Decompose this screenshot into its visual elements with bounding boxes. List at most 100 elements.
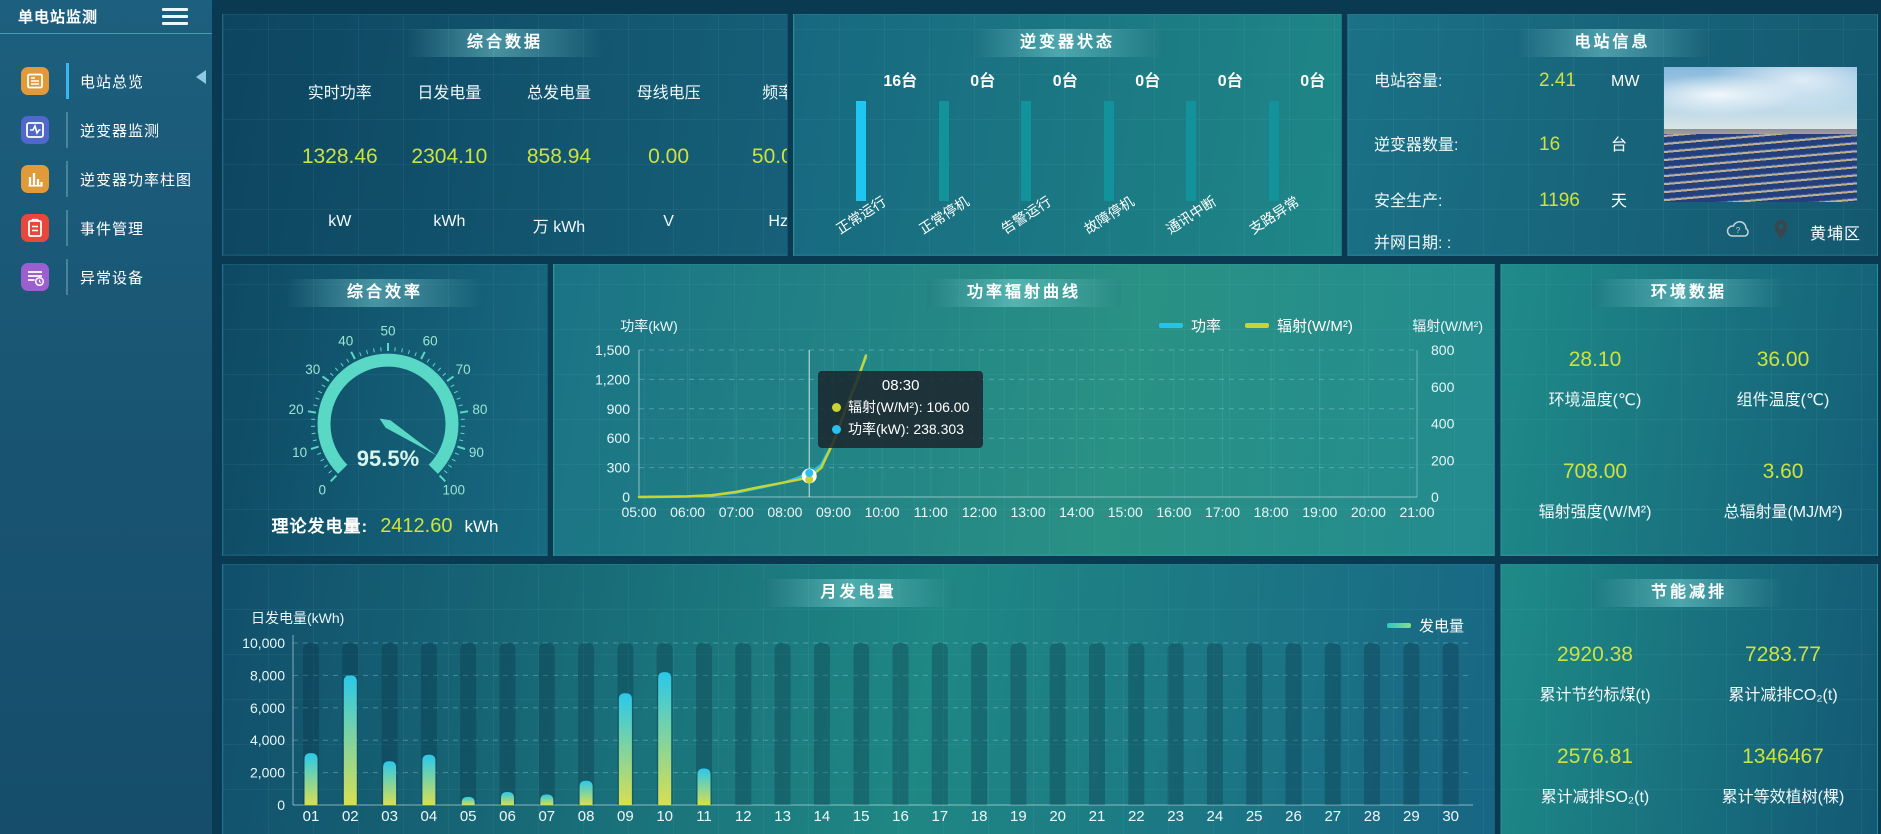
inverter-status-bar <box>1268 101 1279 201</box>
station-info-row: 电站容量: 2.41 MW <box>1374 67 1639 92</box>
collapse-panel-arrow-icon[interactable] <box>196 70 206 84</box>
legend-item[interactable]: 辐射(W/M²) <box>1245 315 1353 336</box>
sidebar-header: 单电站监测 <box>0 0 212 34</box>
power-radiation-chart[interactable]: 0 300 600 900 1,200 1,500 0 200 400 600 800 05:00 06… <box>554 265 1494 555</box>
inverter-status-item[interactable]: 0台 告警运行 <box>987 55 1077 251</box>
inverter-status-item[interactable]: 0台 通讯中断 <box>1152 55 1242 251</box>
legend-item[interactable]: 功率 <box>1159 315 1221 336</box>
panel-station-info: 电站信息 电站容量: 2.41 MW 逆变器数量: 16 台安全生产: 1196 天并网日期:… <box>1347 14 1878 256</box>
svg-text:6,000: 6,000 <box>250 700 285 716</box>
sidebar-item-divider <box>66 210 68 246</box>
svg-text:20: 20 <box>1049 808 1066 825</box>
stat-label: 累计节约标煤(t) <box>1539 687 1651 704</box>
svg-text:200: 200 <box>1431 452 1455 468</box>
sidebar-item-1[interactable]: 电站总览 <box>0 61 212 101</box>
svg-text:10:00: 10:00 <box>865 504 900 520</box>
sidebar-item-label: 电站总览 <box>80 73 145 91</box>
panel-efficiency: 综合效率 0 10 20 30 40 50 60 70 80 90 100 95.5% 理论发电量: … <box>222 264 548 556</box>
svg-text:10,000: 10,000 <box>242 635 285 651</box>
sidebar-item-divider <box>66 259 68 295</box>
sidebar-item-4[interactable]: 事件管理 <box>0 208 212 248</box>
monthly-generation-chart[interactable]: 0 2,000 4,000 6,000 8,000 10,000 日发电量(kWh) 01 02… <box>223 565 1494 834</box>
inverter-status-item[interactable]: 0台 故障停机 <box>1070 55 1160 251</box>
stat-value: 708.00 <box>1562 460 1628 483</box>
energy-saving-stats: 2920.38 累计节约标煤(t) 7283.77 累计减排CO₂(t) 2576.81… <box>1501 623 1877 827</box>
panel-inverter-status: 逆变器状态 16台 正常运行 0台 正常停机 0台 告警运行 0台 故障停机 0台 通讯中断 0台支… <box>793 14 1342 256</box>
svg-text:17: 17 <box>931 808 948 825</box>
svg-text:11: 11 <box>696 808 712 825</box>
station-info-value: 1196 <box>1539 190 1580 211</box>
sidebar-item-5[interactable]: 异常设备 <box>0 257 212 297</box>
panel-summary-data: 综合数据 实时功率 1328.46 kW 日发电量 2304.10 kWh 总发电量 858.… <box>222 14 788 256</box>
svg-text:0: 0 <box>318 482 326 497</box>
svg-text:600: 600 <box>607 430 631 446</box>
line-chart-legend[interactable]: 功率 辐射(W/M²) <box>1159 315 1353 336</box>
stat-label: 累计等效植树(棵) <box>1721 789 1845 806</box>
menu-toggle-icon[interactable] <box>160 2 190 31</box>
energy-saving-stat: 2576.81 累计减排SO₂(t) <box>1501 725 1689 827</box>
stat-unit: 万 kWh <box>532 219 586 236</box>
tooltip-row: 功率(kW): 238.303 <box>832 418 969 440</box>
location-name[interactable]: 黄埔区 <box>1809 225 1861 243</box>
panel-title-monthly: 月发电量 <box>761 579 956 607</box>
svg-text:03: 03 <box>381 808 398 825</box>
inverter-count: 0台 <box>970 73 996 90</box>
svg-text:01: 01 <box>303 808 320 825</box>
svg-text:30: 30 <box>1442 808 1459 825</box>
svg-text:22: 22 <box>1128 808 1145 825</box>
svg-text:13:00: 13:00 <box>1010 504 1045 520</box>
stat-value: 1346467 <box>1742 745 1824 768</box>
theoretical-generation-value: 2412.60 <box>380 515 453 537</box>
bar-chart-legend[interactable]: 发电量 <box>1386 615 1464 636</box>
station-info-label: 逆变器数量: <box>1374 137 1459 154</box>
station-info-value: 16 <box>1539 134 1561 155</box>
svg-text:0: 0 <box>622 489 630 505</box>
environment-stat: 3.60 总辐射量(MJ/M²) <box>1689 435 1877 547</box>
sidebar-item-divider <box>66 112 68 148</box>
stat-label: 辐射强度(W/M²) <box>1538 504 1652 521</box>
station-info-row: 并网日期: : <box>1374 229 1611 253</box>
svg-text:0: 0 <box>277 797 285 813</box>
stat-value: 858.94 <box>526 145 592 168</box>
legend-item[interactable]: 发电量 <box>1386 615 1464 636</box>
svg-text:11:00: 11:00 <box>914 504 948 520</box>
stat-unit: kW <box>328 213 352 230</box>
svg-text:21: 21 <box>1089 808 1106 825</box>
stat-label: 组件温度(℃) <box>1736 392 1830 409</box>
location-pin-icon[interactable] <box>1772 218 1790 245</box>
summary-stat: 日发电量 2304.10 kWh <box>341 67 487 245</box>
station-info-unit: MW <box>1611 73 1640 90</box>
svg-text:06:00: 06:00 <box>670 504 705 520</box>
sidebar-item-3[interactable]: 逆变器功率柱图 <box>0 159 212 199</box>
svg-text:18:00: 18:00 <box>1254 504 1289 520</box>
inverter-status-bar <box>1186 101 1197 201</box>
summary-stat: 母线电压 0.00 V <box>561 67 701 245</box>
efficiency-gauge[interactable]: 0 10 20 30 40 50 60 70 80 90 100 95.5% <box>223 293 547 511</box>
inverter-status-item[interactable]: 16台 正常运行 <box>822 55 917 251</box>
svg-text:19:00: 19:00 <box>1302 504 1337 520</box>
stat-value: 2920.38 <box>1557 643 1633 666</box>
inverter-count: 0台 <box>1300 73 1326 90</box>
summary-stat: 实时功率 1328.46 kW <box>232 67 378 245</box>
panel-title-inverter-status: 逆变器状态 <box>970 29 1165 57</box>
station-info-unit: 台 <box>1611 137 1628 154</box>
stat-label: 总辐射量(MJ/M²) <box>1723 504 1843 521</box>
legend-line-icon <box>1245 323 1270 328</box>
svg-text:19: 19 <box>1010 808 1027 825</box>
energy-saving-stat: 2920.38 累计节约标煤(t) <box>1501 623 1689 725</box>
station-info-value: 2.41 <box>1539 70 1576 91</box>
svg-text:50: 50 <box>380 324 395 339</box>
inverter-status-item[interactable]: 0台 支路异常 <box>1235 55 1325 251</box>
station-info-label: 并网日期: : <box>1374 235 1452 252</box>
overview-news-icon <box>21 67 49 95</box>
svg-text:07: 07 <box>538 808 555 825</box>
svg-text:900: 900 <box>607 401 631 417</box>
stat-value: 3.60 <box>1762 460 1804 483</box>
svg-text:09:00: 09:00 <box>816 504 851 520</box>
panel-title-station-info: 电站信息 <box>1515 29 1710 57</box>
inverter-status-bar <box>1021 101 1032 201</box>
sidebar-item-2[interactable]: 逆变器监测 <box>0 110 212 150</box>
svg-text:29: 29 <box>1403 808 1420 825</box>
stat-unit: kWh <box>433 213 466 230</box>
inverter-status-item[interactable]: 0台 正常停机 <box>905 55 995 251</box>
